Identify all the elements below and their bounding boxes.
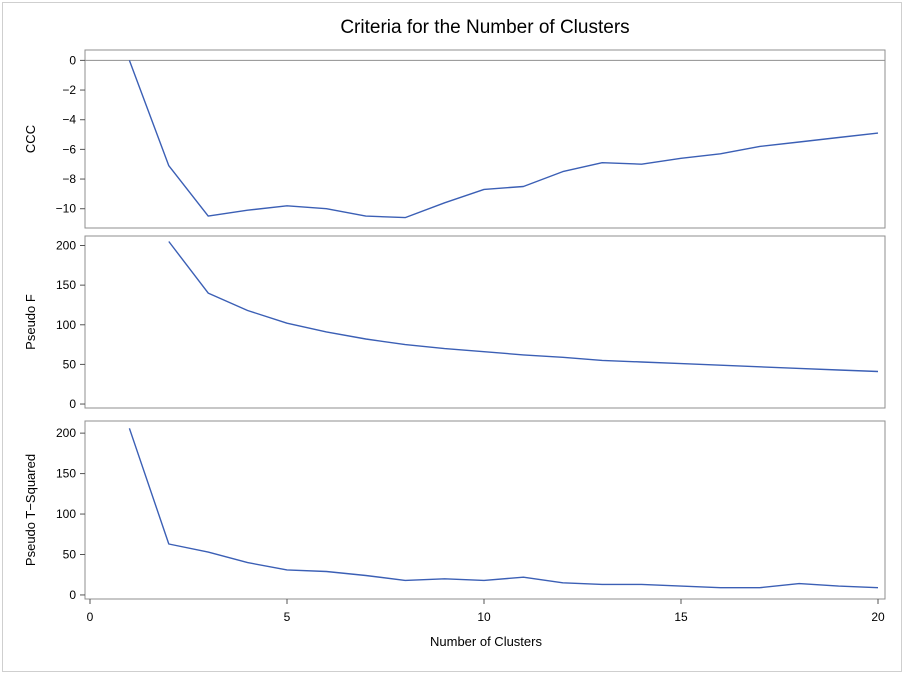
y-axis-label-ccc: CCC	[23, 125, 38, 153]
y-tick-label-pseudo-t-squared: 0	[69, 588, 76, 602]
y-tick-label-ccc: −8	[62, 172, 76, 186]
y-tick-label-ccc: −4	[62, 113, 76, 127]
panel-ccc: CCC 0 −2 −4 −6 −8 −10	[23, 49, 886, 229]
series-line-ccc	[128, 60, 879, 219]
y-tick-label-pseudo-t-squared: 200	[56, 426, 76, 440]
y-axis-label-pseudo-f: Pseudo F	[23, 294, 38, 350]
panel-pseudo-f: Pseudo F 0 50 100 150 200	[23, 235, 886, 411]
y-tick-label-pseudo-f: 100	[56, 318, 76, 332]
y-tick-label-pseudo-f: 50	[63, 357, 77, 371]
plot-area-pseudo-f	[84, 235, 886, 409]
y-tick-label-pseudo-f: 200	[56, 239, 76, 253]
x-axis-label: Number of Clusters	[430, 634, 542, 649]
y-tick-label-ccc: −10	[56, 202, 77, 216]
panel-pseudo-t-squared: Pseudo T−Squared 0 50 100 150 200	[23, 420, 886, 602]
plot-area-pseudo-t-squared	[84, 420, 886, 600]
y-tick-label-pseudo-t-squared: 150	[56, 467, 76, 481]
series-line-pseudo-f	[168, 241, 879, 373]
y-tick-label-pseudo-t-squared: 50	[63, 548, 77, 562]
y-tick-label-ccc: −6	[62, 142, 76, 156]
x-tick-label: 20	[871, 610, 885, 624]
y-tick-label-pseudo-f: 150	[56, 278, 76, 292]
y-tick-label-ccc: 0	[69, 53, 76, 67]
x-tick-label: 0	[87, 610, 94, 624]
x-tick-label: 10	[477, 610, 491, 624]
x-tick-label: 5	[284, 610, 291, 624]
x-tick-label: 15	[674, 610, 688, 624]
y-tick-label-pseudo-t-squared: 100	[56, 507, 76, 521]
chart-title: Criteria for the Number of Clusters	[340, 17, 629, 38]
y-tick-label-pseudo-f: 0	[69, 397, 76, 411]
series-line-pseudo-t-squared	[128, 428, 879, 589]
x-axis: 0 5 10 15 20	[87, 599, 885, 624]
y-tick-label-ccc: −2	[62, 83, 76, 97]
plot-area-ccc	[84, 49, 886, 229]
y-axis-label-pseudo-t-squared: Pseudo T−Squared	[23, 454, 38, 566]
